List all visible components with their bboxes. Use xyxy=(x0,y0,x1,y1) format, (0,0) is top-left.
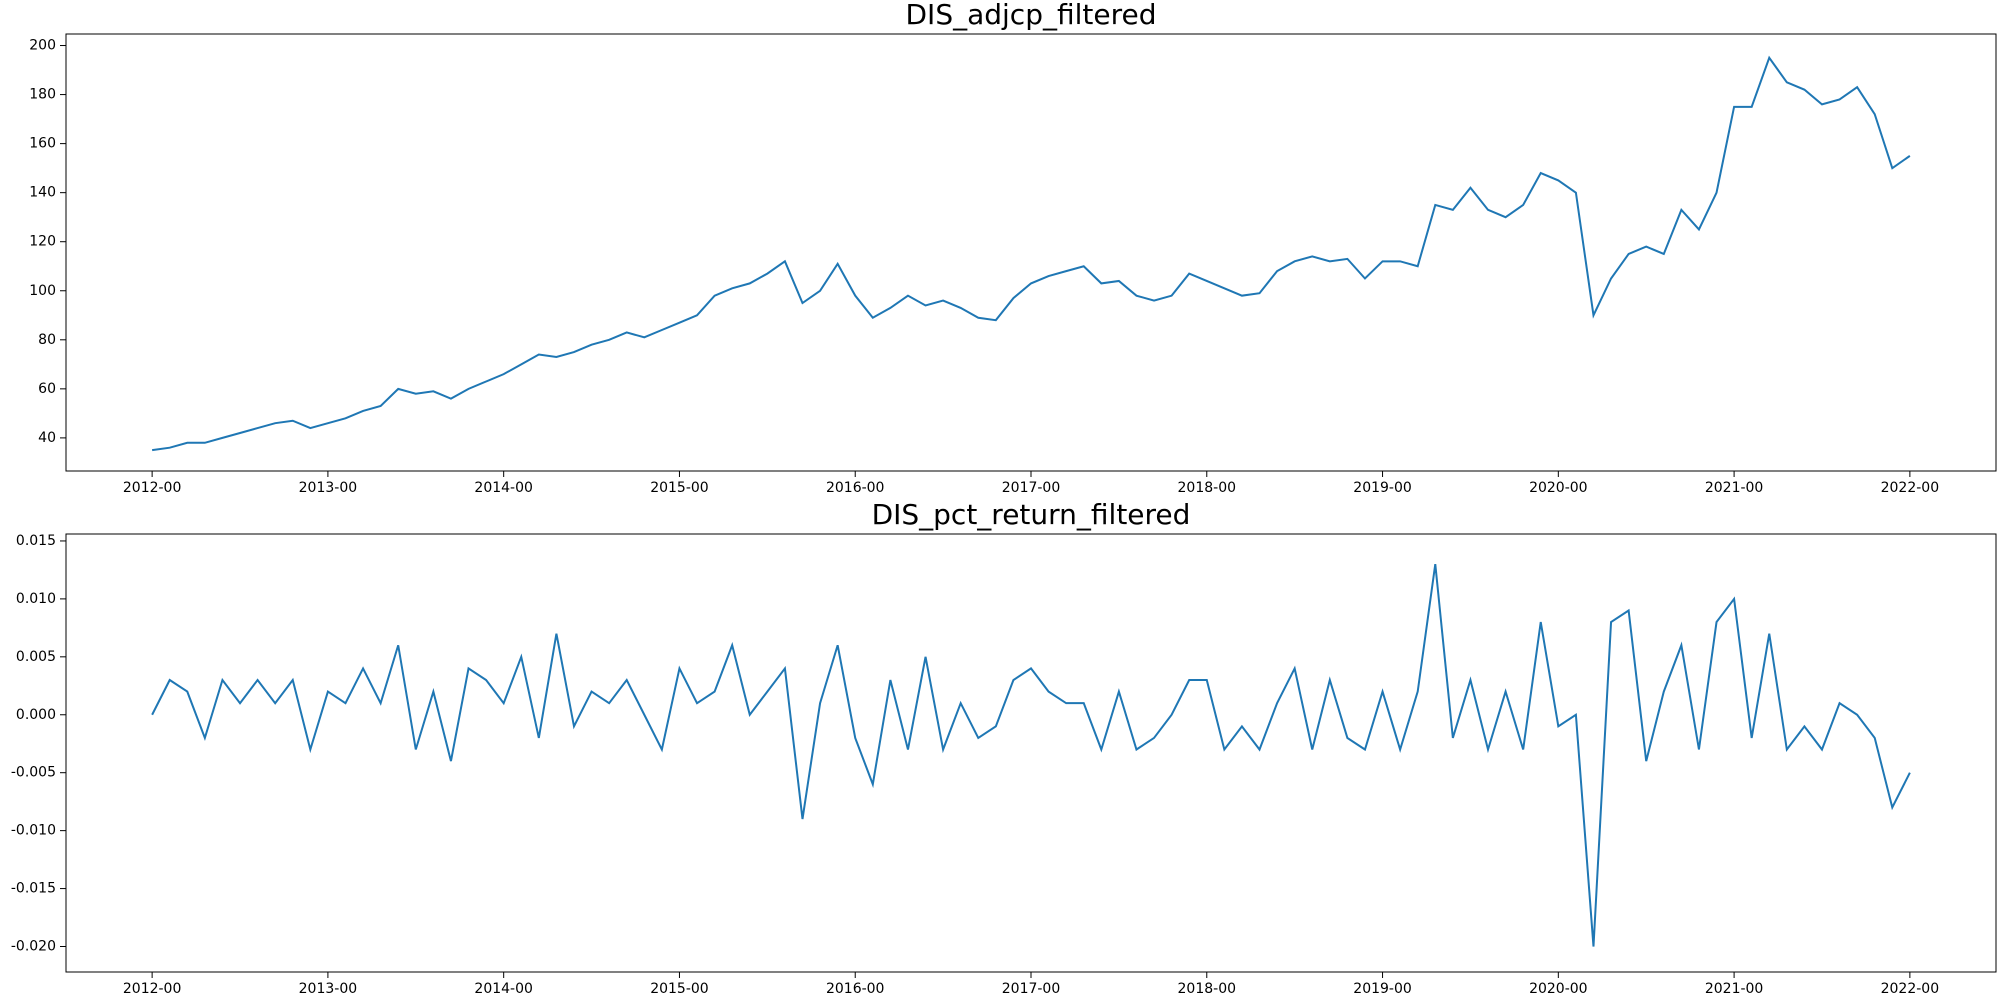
x-tick-label: 2016-00 xyxy=(826,480,885,496)
x-tick-label: 2018-00 xyxy=(1178,981,1237,997)
y-tick-label: -0.010 xyxy=(11,823,56,839)
x-tick-label: 2022-00 xyxy=(1881,480,1940,496)
y-tick-label: 80 xyxy=(38,332,56,348)
x-tick-label: 2013-00 xyxy=(299,480,358,496)
x-tick-label: 2012-00 xyxy=(123,480,182,496)
y-tick-label: 160 xyxy=(29,136,56,152)
x-tick-label: 2020-00 xyxy=(1529,981,1588,997)
y-tick-label: -0.020 xyxy=(11,939,56,955)
y-tick-label: 180 xyxy=(29,87,56,103)
x-tick-label: 2017-00 xyxy=(1002,981,1061,997)
y-tick-label: 140 xyxy=(29,185,56,201)
y-tick-label: 200 xyxy=(29,38,56,54)
x-tick-label: 2012-00 xyxy=(123,981,182,997)
x-tick-label: 2020-00 xyxy=(1529,480,1588,496)
y-tick-label: 0.015 xyxy=(16,533,56,549)
y-tick-label: 100 xyxy=(29,283,56,299)
x-tick-label: 2018-00 xyxy=(1178,480,1237,496)
x-tick-label: 2013-00 xyxy=(299,981,358,997)
x-tick-label: 2021-00 xyxy=(1705,981,1764,997)
x-tick-label: 2022-00 xyxy=(1881,981,1940,997)
data-line xyxy=(151,563,1911,947)
y-tick-label: 60 xyxy=(38,381,56,397)
x-tick-label: 2014-00 xyxy=(474,480,533,496)
chart-title: DIS_pct_return_filtered xyxy=(872,498,1191,531)
y-tick-label: -0.015 xyxy=(11,881,56,897)
x-tick-label: 2015-00 xyxy=(650,480,709,496)
y-tick-label: 120 xyxy=(29,234,56,250)
x-tick-label: 2014-00 xyxy=(474,981,533,997)
x-tick-label: 2019-00 xyxy=(1353,981,1412,997)
y-tick-label: 0.000 xyxy=(16,707,56,723)
plot-frame xyxy=(65,33,1997,472)
data-line xyxy=(151,55,1911,452)
chart-title: DIS_adjcp_filtered xyxy=(906,0,1157,31)
y-tick-label: -0.005 xyxy=(11,765,56,781)
y-tick-label: 40 xyxy=(38,430,56,446)
y-tick-label: 0.010 xyxy=(16,591,56,607)
x-tick-label: 2015-00 xyxy=(650,981,709,997)
y-tick-label: 0.005 xyxy=(16,649,56,665)
x-tick-label: 2017-00 xyxy=(1002,480,1061,496)
x-tick-label: 2021-00 xyxy=(1705,480,1764,496)
x-tick-label: 2019-00 xyxy=(1353,480,1412,496)
x-tick-label: 2016-00 xyxy=(826,981,885,997)
plot-frame xyxy=(65,533,1997,973)
